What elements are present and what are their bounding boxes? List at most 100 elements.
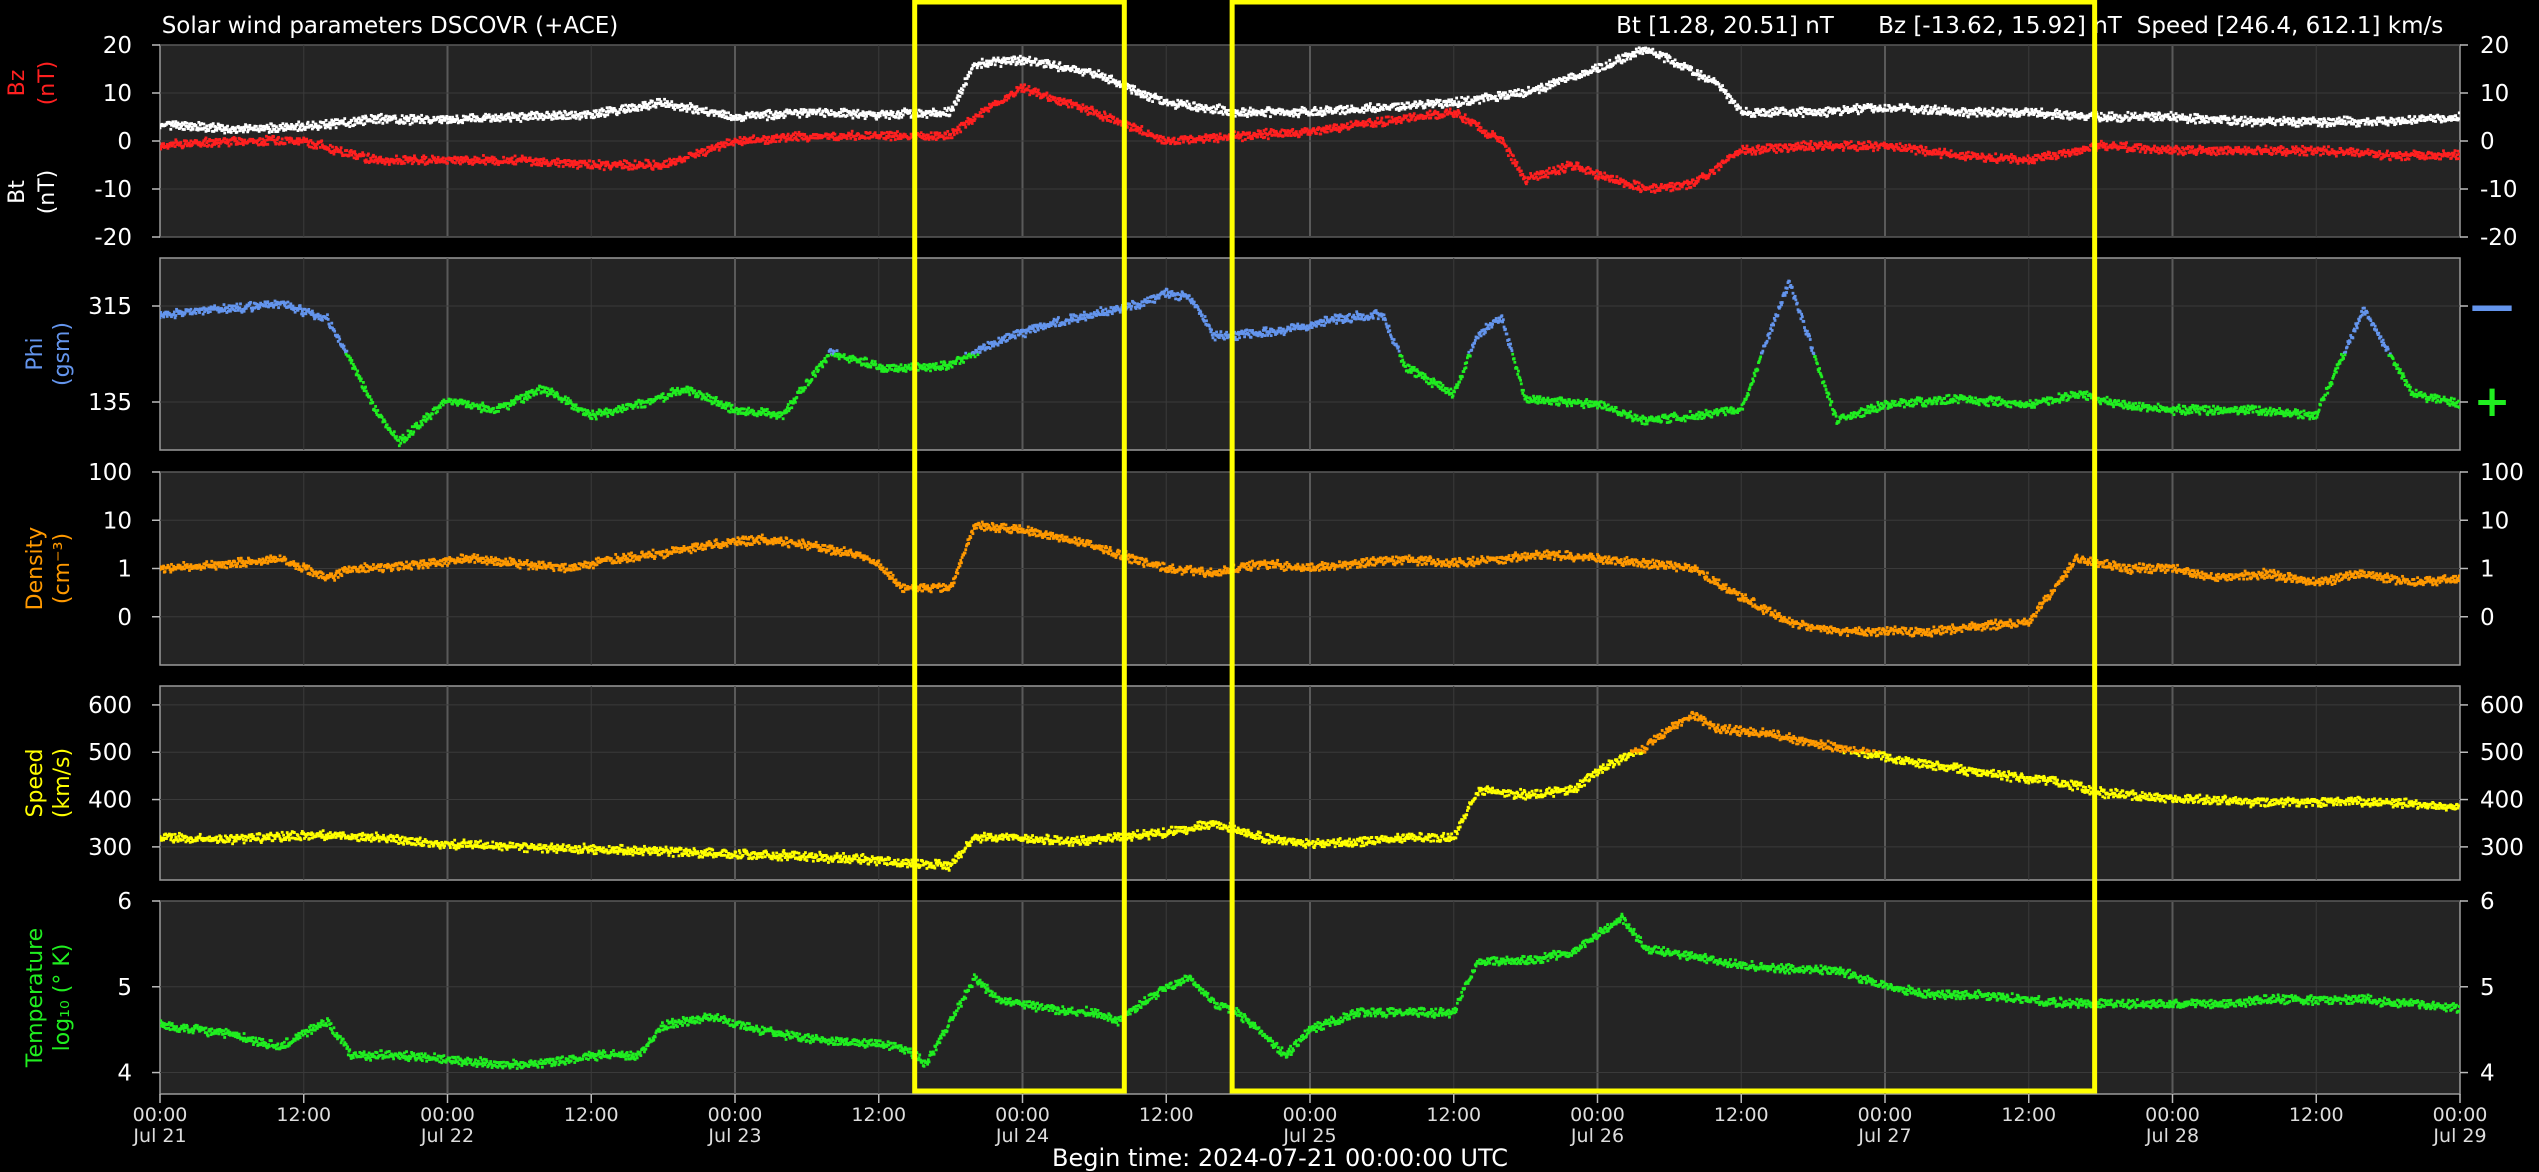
mag-point: [2051, 116, 2054, 120]
mag-point: [827, 111, 830, 115]
mag-point: [674, 162, 678, 165]
mag-point: [1400, 102, 1404, 105]
mag-point: [241, 129, 245, 132]
mag-point: [743, 114, 747, 118]
mag-point: [202, 122, 206, 126]
mag-point: [1100, 114, 1103, 118]
mag-point: [1364, 108, 1368, 112]
mag-point: [2437, 117, 2441, 121]
mag-point: [1279, 108, 1283, 112]
mag-point: [430, 160, 434, 164]
mag-point: [1995, 110, 1998, 114]
mag-point: [599, 114, 602, 118]
mag-point: [1855, 103, 1859, 106]
mag-point: [563, 160, 567, 164]
mag-point: [1597, 62, 1601, 66]
mag-point: [1191, 140, 1195, 144]
mag-point: [705, 151, 709, 155]
mag-point: [165, 143, 169, 146]
mag-point: [754, 140, 758, 143]
mag-point: [1740, 109, 1744, 113]
mag-point: [1757, 113, 1761, 116]
mag-point: [180, 124, 183, 128]
mag-point: [1133, 128, 1137, 132]
mag-point: [694, 106, 697, 109]
mag-point: [936, 136, 940, 140]
mag-point: [1616, 54, 1620, 58]
mag-point: [1409, 118, 1413, 121]
mag-point: [1317, 112, 1321, 116]
mag-ytick-label-right: 10: [2480, 81, 2509, 107]
mag-point: [625, 159, 628, 163]
mag-point: [223, 137, 227, 140]
mag-point: [1863, 106, 1867, 110]
mag-point: [924, 109, 928, 113]
mag-point: [2248, 119, 2252, 123]
mag-point: [883, 111, 886, 115]
mag-point: [1177, 102, 1181, 106]
mag-point: [500, 116, 504, 119]
mag-point: [942, 137, 946, 141]
mag-point: [1126, 82, 1129, 86]
mag-point: [1295, 113, 1299, 117]
mag-point: [458, 158, 462, 162]
mag-point: [201, 141, 205, 145]
mag-point: [554, 116, 558, 120]
mag-point: [2065, 110, 2069, 114]
mag-point: [901, 135, 905, 139]
mag-point: [1356, 124, 1359, 127]
mag-point: [537, 163, 541, 167]
mag-point: [1351, 125, 1354, 128]
mag-point: [783, 114, 787, 118]
mag-point: [746, 141, 750, 144]
mag-point: [2349, 120, 2353, 124]
mag-point: [232, 136, 236, 139]
mag-point: [464, 115, 468, 119]
mag-point: [944, 113, 948, 117]
mag-point: [932, 135, 936, 139]
mag-point: [972, 115, 976, 119]
mag-point: [2076, 116, 2080, 120]
mag-point: [1762, 109, 1766, 113]
mag-point: [371, 155, 375, 159]
mag-point: [1698, 73, 1702, 77]
mag-point: [1339, 128, 1343, 132]
mag-point: [218, 141, 222, 145]
mag-point: [655, 164, 659, 168]
mag-point: [671, 161, 675, 164]
mag-point: [2174, 112, 2178, 115]
mag-point: [1210, 110, 1214, 113]
mag-point: [1399, 119, 1402, 123]
mag-point: [1132, 122, 1136, 126]
mag-point: [1312, 127, 1315, 130]
mag-point: [392, 161, 396, 165]
mag-point: [1240, 133, 1244, 137]
mag-point: [1236, 133, 1239, 137]
mag-point: [470, 158, 474, 162]
mag-point: [963, 77, 967, 81]
mag-point: [232, 129, 236, 133]
mag-point: [481, 159, 485, 163]
mag-point: [1264, 131, 1267, 135]
mag-point: [986, 106, 990, 110]
mag-point: [960, 91, 964, 95]
mag-point: [456, 121, 460, 125]
mag-point: [2043, 116, 2046, 119]
mag-point: [376, 115, 380, 119]
mag-point: [1384, 103, 1387, 107]
mag-point: [1306, 110, 1310, 114]
mag-point: [707, 150, 710, 153]
mag-point: [1079, 105, 1083, 109]
mag-point: [534, 157, 538, 161]
mag-point: [770, 117, 774, 120]
mag-point: [1862, 103, 1866, 107]
mag-point: [951, 128, 955, 131]
mag-point: [1455, 103, 1459, 107]
mag-point: [2223, 114, 2227, 118]
mag-point: [195, 126, 199, 130]
mag-point: [824, 107, 827, 111]
mag-point: [1680, 67, 1683, 71]
mag-point: [1279, 112, 1282, 116]
mag-point: [627, 103, 631, 107]
mag-point: [2070, 116, 2074, 120]
